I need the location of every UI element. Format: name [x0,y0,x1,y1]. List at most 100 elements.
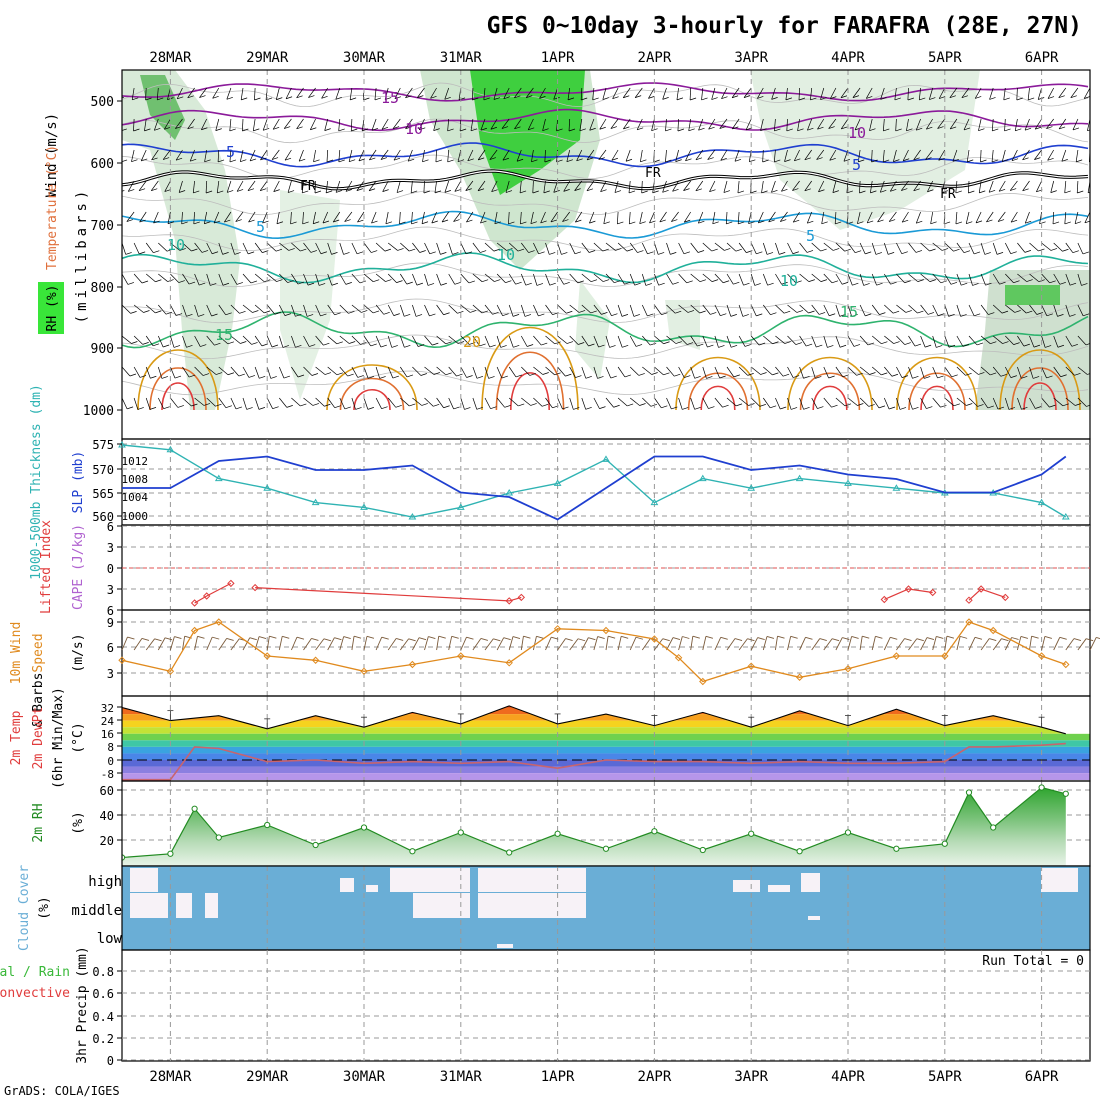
upper-barb-flag [880,97,887,100]
lifted-index-series [190,579,1010,607]
contour-plus20 [999,349,1081,410]
upper-barb [690,366,696,379]
upper-barb [194,366,204,376]
upper-barb [980,273,986,286]
upper-barb [1053,366,1061,377]
upper-barb [574,180,583,191]
upper-barb-flag [737,190,745,194]
upper-barb-flag [1085,343,1090,346]
top-date-labels: 28MAR 29MAR 30MAR 31MAR 1APR 2APR 3APR 4APR 5APR… [149,50,1059,66]
upper-barb [182,304,187,317]
upper-barb-flag [735,248,742,252]
upper-barb [968,273,973,286]
wind10m-barb [387,638,397,651]
wind10m-barb [605,636,609,651]
upper-barb-flag [899,407,907,410]
upper-barb [405,118,413,130]
upper-barb-flag [624,374,631,378]
wind10m-barb [678,636,683,651]
contour-plus25 [687,372,749,410]
upper-barb [1041,397,1050,408]
upper-barb-flag [492,311,499,315]
upper-barb [581,397,587,410]
upper-barb [617,335,623,348]
upper-barb [640,149,643,162]
upper-barb-flag [772,372,779,376]
li-line [884,588,933,601]
upper-barb [871,149,873,163]
upper-barb [144,118,147,131]
upper-barb [126,211,135,222]
upper-barb [472,242,481,253]
upper-barb-flag [530,403,537,406]
upper-barb [702,366,707,379]
slp-tick-label: 1000 [122,510,149,523]
upper-barb-flag [283,375,291,379]
upper-barb-flag [240,159,247,163]
upper-barb [205,180,208,194]
upper-barb-flag [476,407,483,410]
upper-barb [832,180,837,193]
wind10m-barb-flag [682,636,690,639]
upper-barb [641,273,647,286]
upper-barb [811,304,820,315]
upper-barb [775,335,785,344]
wind10m-barb [230,638,240,651]
upper-barb [436,397,444,408]
upper-barb [326,149,329,162]
upper-barb-flag [912,376,919,379]
upper-barb [1041,273,1050,284]
upper-barb [773,149,776,162]
upper-barb [908,335,916,347]
cloud-clear-patch [478,868,586,892]
wind10m-barb [569,638,579,651]
upper-barb [1047,149,1055,161]
wind10m-barb-flag [396,638,404,641]
upper-barb [750,304,757,317]
wind10m-barb-flag [565,638,573,641]
upper-barb-flag [454,282,461,285]
upper-barb [617,397,628,407]
contour-plus25 [1011,367,1069,410]
upper-barb [133,118,135,132]
wind10m-barb [980,638,990,651]
upper-barb-flag [808,310,815,314]
wind10m-barb-flag [164,637,173,641]
wind10m-barb [496,637,505,651]
thickness-point [1061,513,1070,520]
upper-barb [968,304,975,316]
upper-barb [666,335,677,344]
upper-barb [707,149,716,160]
upper-barb-flag [600,189,607,193]
upper-barb [520,211,522,224]
upper-barb-flag [817,406,824,409]
upper-barb-flag [152,343,160,347]
tick-label: 0 [107,562,114,576]
upper-barb-flag [326,159,334,163]
upper-barb [726,335,732,348]
upper-barb-flag [651,128,658,131]
upper-barb-flag [1021,376,1028,379]
upper-barb [436,366,446,376]
wind10m-barb [169,636,175,651]
upper-barb-flag [708,126,715,130]
temp-band [122,740,1090,747]
wind10m-barb [157,637,166,651]
upper-barb [605,335,610,348]
upper-barb [641,304,648,317]
upper-barb [569,242,576,254]
upper-barb [1072,118,1079,131]
tick-label: 560 [92,510,114,524]
upper-barb [665,149,667,162]
upper-barb-flag [204,159,211,163]
upper-barb-flag [553,97,560,100]
wind10m-barb [194,636,198,651]
upper-barb [702,335,708,348]
upper-barb-flag [710,312,717,315]
upper-barb-flag [621,314,629,317]
upper-barb-flag [817,126,824,130]
upper-barb [276,211,280,224]
upper-barb-flag [125,252,132,255]
upper-barb [302,211,304,224]
upper-barb [665,118,667,131]
